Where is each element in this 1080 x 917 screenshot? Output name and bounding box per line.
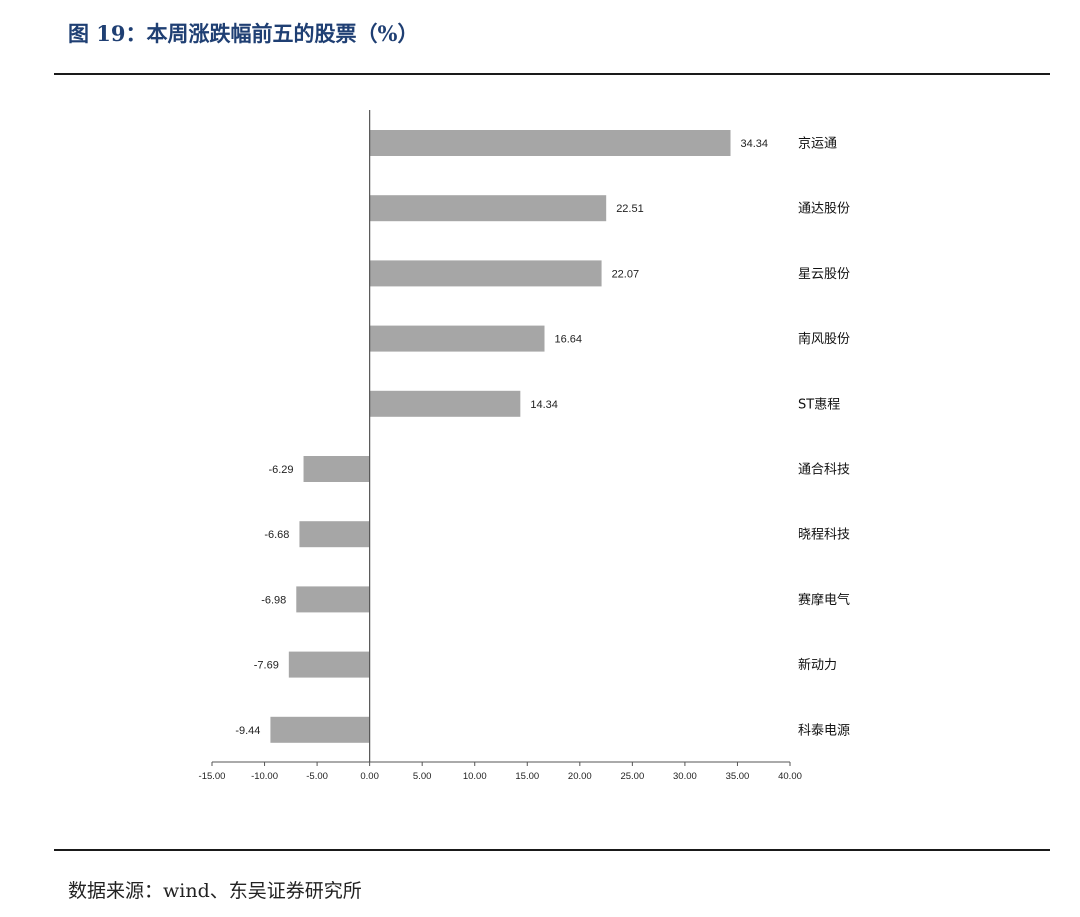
- data-label: 14.34: [530, 399, 558, 411]
- category-label: 科泰电源: [798, 723, 850, 738]
- x-tick-label: 0.00: [360, 771, 379, 782]
- category-label: ST惠程: [798, 397, 840, 412]
- x-tick-label: 10.00: [463, 771, 487, 782]
- data-label: -7.69: [254, 660, 279, 672]
- x-tick-label: -15.00: [199, 771, 226, 782]
- category-label: 新动力: [798, 657, 837, 673]
- top-rule: [54, 73, 1050, 75]
- category-label: 南风股份: [798, 331, 850, 347]
- data-label: 22.07: [612, 268, 640, 280]
- category-label: 京运通: [798, 137, 837, 152]
- category-label: 晓程科技: [798, 528, 850, 543]
- x-tick-label: 40.00: [778, 771, 802, 782]
- data-label: 22.51: [616, 203, 644, 215]
- category-label: 星云股份: [798, 267, 850, 282]
- x-tick-label: 15.00: [515, 771, 539, 782]
- data-label: 34.34: [741, 138, 769, 150]
- bar: [369, 390, 521, 417]
- data-label: -9.44: [235, 725, 260, 737]
- bar: [270, 716, 370, 743]
- x-tick-label: 35.00: [726, 771, 750, 782]
- bar: [369, 260, 602, 287]
- bar: [303, 456, 370, 482]
- bar: [369, 130, 731, 156]
- source-note: 数据来源：wind、东吴证券研究所: [68, 880, 362, 902]
- category-label: 通合科技: [798, 463, 850, 478]
- bar: [288, 651, 370, 678]
- x-tick-label: 20.00: [568, 771, 592, 782]
- figure-title: 图 19：本周涨跌幅前五的股票（%）: [68, 21, 419, 46]
- category-label: 赛摩电气: [798, 592, 850, 608]
- bar: [369, 195, 607, 222]
- data-label: -6.29: [268, 464, 293, 476]
- bottom-rule: [54, 849, 1050, 851]
- data-label: -6.68: [264, 529, 289, 541]
- x-tick-label: 30.00: [673, 771, 697, 782]
- x-tick-label: -5.00: [306, 771, 328, 782]
- bar: [299, 521, 370, 548]
- bar: [296, 586, 370, 613]
- bar: [369, 325, 545, 352]
- x-tick-label: -10.00: [251, 771, 278, 782]
- x-tick-label: 25.00: [620, 771, 644, 782]
- x-tick-label: 5.00: [413, 771, 432, 782]
- category-label: 通达股份: [798, 202, 850, 217]
- data-label: -6.98: [261, 594, 286, 606]
- data-label: 16.64: [555, 334, 583, 346]
